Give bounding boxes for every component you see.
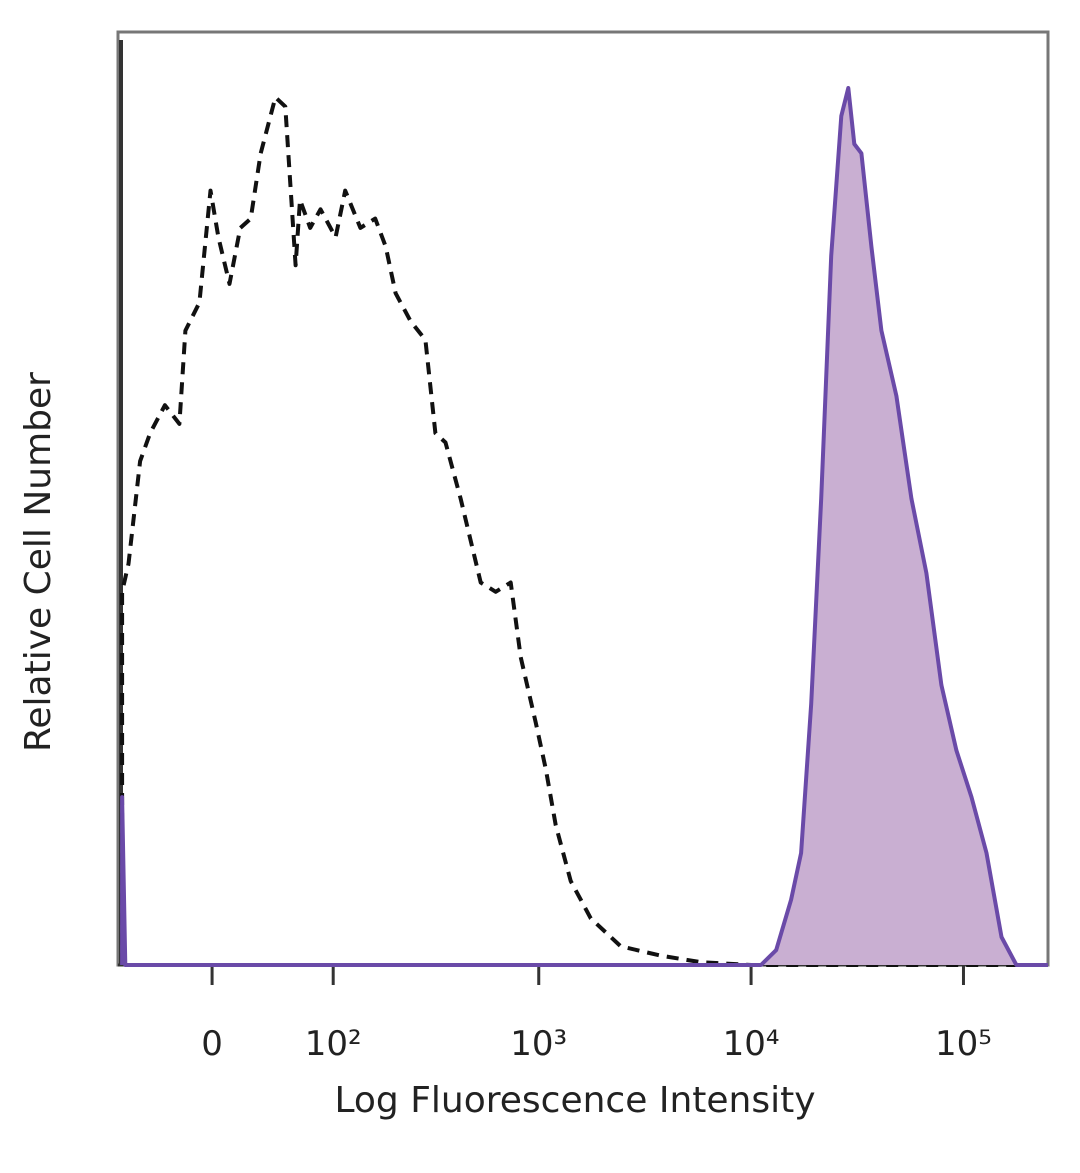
- x-tick-label: 10³: [510, 1024, 567, 1064]
- x-tick-label: 10⁴: [723, 1024, 780, 1064]
- x-tick-label: 0: [201, 1024, 223, 1064]
- x-axis-label: Log Fluorescence Intensity: [334, 1080, 815, 1121]
- histogram-line: [120, 86, 1048, 967]
- x-tick-label: 10⁵: [935, 1024, 992, 1064]
- histogram-line: [120, 95, 1042, 967]
- histogram-area: [122, 88, 1049, 965]
- y-axis-label: Relative Cell Number: [18, 372, 59, 752]
- x-tick-label: 10²: [305, 1024, 362, 1064]
